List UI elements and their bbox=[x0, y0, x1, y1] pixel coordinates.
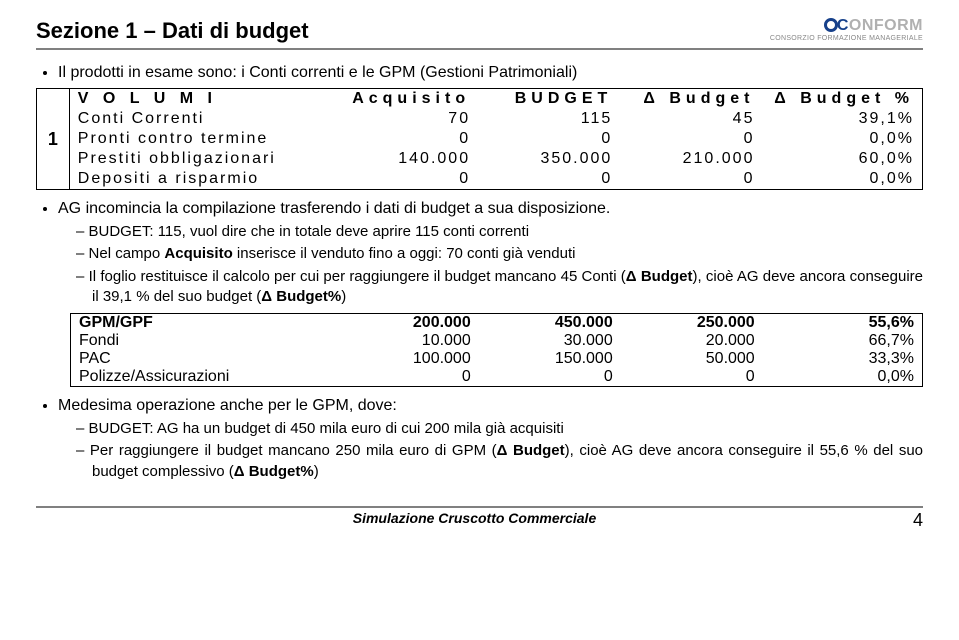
cell: Conti Correnti bbox=[69, 109, 336, 129]
cell: 100.000 bbox=[337, 350, 479, 368]
cell: 60,0% bbox=[762, 149, 922, 169]
cell: 200.000 bbox=[337, 314, 479, 333]
table-volumi: 1 V O L U M I Acquisito BUDGET Δ Budget … bbox=[36, 88, 923, 190]
cell: 45 bbox=[620, 109, 762, 129]
th-volumi: V O L U M I bbox=[69, 89, 336, 110]
logo-subtitle: CONSORZIO FORMAZIONE MANAGERIALE bbox=[770, 35, 923, 42]
table-row: Conti Correnti701154539,1% bbox=[69, 109, 922, 129]
cell: 0 bbox=[478, 129, 620, 149]
table-row: PAC100.000150.00050.00033,3% bbox=[71, 350, 923, 368]
cell: 33,3% bbox=[763, 350, 923, 368]
cell: 350.000 bbox=[478, 149, 620, 169]
table-row: Polizze/Assicurazioni0000,0% bbox=[71, 368, 923, 387]
th-delta: Δ Budget bbox=[620, 89, 762, 110]
cell: Pronti contro termine bbox=[69, 129, 336, 149]
cell: 55,6% bbox=[763, 314, 923, 333]
cell: 10.000 bbox=[337, 332, 479, 350]
cell: 0 bbox=[620, 129, 762, 149]
cell: 0 bbox=[337, 368, 479, 387]
cell: 0 bbox=[620, 169, 762, 190]
cell: 39,1% bbox=[762, 109, 922, 129]
cell: 0,0% bbox=[763, 368, 923, 387]
cell: Fondi bbox=[71, 332, 337, 350]
cell: 0,0% bbox=[762, 169, 922, 190]
logo-text-rest: ONFORM bbox=[849, 17, 923, 34]
bullet-ag-text: AG incomincia la compilazione trasferend… bbox=[58, 200, 610, 217]
bullet-gpm: Medesima operazione anche per le GPM, do… bbox=[58, 397, 923, 482]
cell: 0 bbox=[478, 169, 620, 190]
table-row: Prestiti obbligazionari140.000350.000210… bbox=[69, 149, 922, 169]
intro-bullet: Il prodotti in esame sono: i Conti corre… bbox=[58, 64, 923, 82]
cell: Polizze/Assicurazioni bbox=[71, 368, 337, 387]
sub-delta: Il foglio restituisce il calcolo per cui… bbox=[58, 267, 923, 308]
page-number: 4 bbox=[913, 510, 923, 531]
logo-ring-icon bbox=[824, 18, 838, 32]
sub-budget: BUDGET: 115, vuol dire che in totale dev… bbox=[58, 222, 923, 242]
cell: 0 bbox=[336, 129, 478, 149]
sub-gpm-delta: Per raggiungere il budget mancano 250 mi… bbox=[58, 441, 923, 482]
cell: 250.000 bbox=[621, 314, 763, 333]
sub-acquisito: Nel campo Acquisito inserisce il venduto… bbox=[58, 244, 923, 264]
logo-text-c: C bbox=[837, 17, 849, 34]
sub-gpm-budget: BUDGET: AG ha un budget di 450 mila euro… bbox=[58, 419, 923, 439]
cell: Depositi a risparmio bbox=[69, 169, 336, 190]
th-budget: BUDGET bbox=[478, 89, 620, 110]
table-row: GPM/GPF200.000450.000250.00055,6% bbox=[71, 314, 923, 333]
cell: 0,0% bbox=[762, 129, 922, 149]
cell: 150.000 bbox=[479, 350, 621, 368]
cell: 66,7% bbox=[763, 332, 923, 350]
bullet-gpm-text: Medesima operazione anche per le GPM, do… bbox=[58, 397, 397, 414]
footer-title: Simulazione Cruscotto Commerciale bbox=[353, 510, 597, 531]
cell: 140.000 bbox=[336, 149, 478, 169]
cell: 30.000 bbox=[479, 332, 621, 350]
cell: 0 bbox=[336, 169, 478, 190]
page-title: Sezione 1 – Dati di budget bbox=[36, 18, 309, 44]
th-acquisito: Acquisito bbox=[336, 89, 478, 110]
brand-logo: CONFORM CONSORZIO FORMAZIONE MANAGERIALE bbox=[770, 18, 923, 42]
cell: 70 bbox=[336, 109, 478, 129]
cell: 115 bbox=[478, 109, 620, 129]
cell: 210.000 bbox=[620, 149, 762, 169]
cell: GPM/GPF bbox=[71, 314, 337, 333]
cell: 50.000 bbox=[621, 350, 763, 368]
table-row: Fondi10.00030.00020.00066,7% bbox=[71, 332, 923, 350]
table-row: Pronti contro termine0000,0% bbox=[69, 129, 922, 149]
bullet-ag: AG incomincia la compilazione trasferend… bbox=[58, 200, 923, 307]
cell: PAC bbox=[71, 350, 337, 368]
cell: 450.000 bbox=[479, 314, 621, 333]
table-gpm: GPM/GPF200.000450.000250.00055,6% Fondi1… bbox=[70, 313, 923, 387]
table-row: Depositi a risparmio0000,0% bbox=[69, 169, 922, 190]
cell: 20.000 bbox=[621, 332, 763, 350]
table-side-label: 1 bbox=[36, 88, 69, 190]
table-header-row: V O L U M I Acquisito BUDGET Δ Budget Δ … bbox=[69, 89, 922, 110]
cell: Prestiti obbligazionari bbox=[69, 149, 336, 169]
cell: 0 bbox=[479, 368, 621, 387]
th-delta-pct: Δ Budget % bbox=[762, 89, 922, 110]
header-divider bbox=[36, 48, 923, 50]
cell: 0 bbox=[621, 368, 763, 387]
